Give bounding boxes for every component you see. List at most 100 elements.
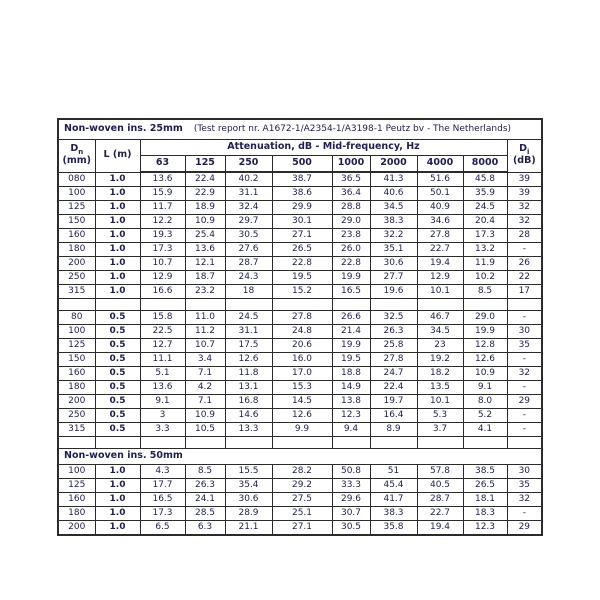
attenuation-value-500: 20.6 [271, 338, 333, 353]
attenuation-value-1000: 12.3 [331, 408, 371, 423]
attenuation-value-8000: 45.8 [462, 171, 508, 187]
attenuation-value-1000: 29.0 [331, 214, 371, 229]
attenuation-value-8000: 9.1 [462, 380, 508, 395]
attenuation-value-63: 13.6 [139, 171, 186, 187]
length-value: 0.5 [94, 366, 141, 381]
freq-header-2000: 2000 [369, 155, 418, 173]
attenuation-value-1000: 18.8 [331, 366, 371, 381]
attenuation-value-500: 28.2 [271, 464, 333, 479]
attenuation-value-125: 28.5 [184, 506, 226, 521]
col-header-length: L (m) [94, 139, 141, 173]
attenuation-value-500: 17.0 [271, 366, 333, 381]
attenuation-value-4000: 10.1 [416, 394, 464, 409]
attenuation-value-500: 19.5 [271, 270, 333, 285]
length-value: 0.5 [94, 422, 141, 437]
table-title-cell: Non-woven ins. 25mm (Test report nr. A167… [57, 118, 543, 140]
attenuation-value-1000: 22.8 [331, 256, 371, 271]
length-value: 1.0 [94, 242, 141, 257]
attenuation-value-1000: 23.8 [331, 228, 371, 243]
attenuation-value-500: 14.5 [271, 394, 333, 409]
dn-value: 180 [57, 380, 96, 395]
attenuation-value-8000: 5.2 [462, 408, 508, 423]
empty-cell [369, 436, 418, 449]
length-value: 1.0 [94, 256, 141, 271]
attenuation-value-4000: 51.6 [416, 171, 464, 187]
attenuation-value-1000: 30.5 [331, 520, 371, 536]
di-value: 29 [506, 394, 543, 409]
empty-cell [462, 436, 508, 449]
length-value: 1.0 [94, 270, 141, 285]
attenuation-value-63: 17.3 [139, 242, 186, 257]
table-title-50mm: Non-woven ins. 50mm [57, 448, 543, 465]
attenuation-value-63: 11.7 [139, 200, 186, 215]
attenuation-value-125: 8.5 [184, 464, 226, 479]
attenuation-value-2000: 38.3 [369, 506, 418, 521]
attenuation-value-1000: 9.4 [331, 422, 371, 437]
attenuation-value-500: 24.8 [271, 324, 333, 339]
length-value: 0.5 [94, 380, 141, 395]
dn-label: D [70, 143, 79, 155]
attenuation-value-500: 16.0 [271, 352, 333, 367]
attenuation-value-4000: 19.4 [416, 520, 464, 536]
table-row: 150 0.5 11.1 3.4 12.6 16.0 19.5 27.8 19.2 12.6- [57, 352, 543, 367]
di-value: 35 [506, 478, 543, 493]
attenuation-value-63: 10.7 [139, 256, 186, 271]
attenuation-value-8000: 20.4 [462, 214, 508, 229]
test-report-reference: (Test report nr. A1672-1/A2354-1/A3198-1… [193, 124, 512, 135]
attenuation-value-63: 16.6 [139, 284, 186, 299]
length-value: 1.0 [94, 200, 141, 215]
table-row: 125 0.5 12.7 10.7 17.5 20.6 19.9 25.8 23 12.8 35 [57, 338, 543, 353]
table-row: 180 1.0 17.3 28.5 28.9 25.1 30.7 38.3 22.7 18.3- [57, 506, 543, 521]
attenuation-value-4000: 18.2 [416, 366, 464, 381]
attenuation-value-500: 26.5 [271, 242, 333, 257]
attenuation-value-125: 6.3 [184, 520, 226, 536]
di-value: - [506, 506, 543, 521]
freq-header-125: 125 [184, 155, 226, 173]
di-value: 30 [506, 464, 543, 479]
dn-value: 150 [57, 214, 96, 229]
freq-header-500: 500 [271, 155, 333, 173]
attenuation-value-500: 27.1 [271, 228, 333, 243]
attenuation-value-8000: 35.9 [462, 186, 508, 201]
length-value: 0.5 [94, 338, 141, 353]
attenuation-value-8000: 12.8 [462, 338, 508, 353]
di-value: 32 [506, 200, 543, 215]
attenuation-value-2000: 8.9 [369, 422, 418, 437]
attenuation-value-8000: 4.1 [462, 422, 508, 437]
table-row: 160 1.0 16.5 24.1 30.6 27.5 29.6 41.7 28.7 18.1 32 [57, 492, 543, 507]
attenuation-value-4000: 28.7 [416, 492, 464, 507]
attenuation-value-2000: 19.6 [369, 284, 418, 299]
dn-unit: (mm) [62, 155, 91, 167]
dn-value: 180 [57, 242, 96, 257]
attenuation-value-250: 21.1 [224, 520, 273, 536]
dn-value: 250 [57, 270, 96, 285]
attenuation-value-125: 13.6 [184, 242, 226, 257]
empty-cell [331, 298, 371, 311]
table-row: 125 1.0 11.7 18.9 32.4 29.9 28.8 34.5 40.9 24.5 32 [57, 200, 543, 215]
di-value: 32 [506, 214, 543, 229]
attenuation-value-250: 17.5 [224, 338, 273, 353]
col-header-attenuation: Attenuation, dB - Mid-frequency, Hz [139, 139, 508, 156]
attenuation-value-125: 26.3 [184, 478, 226, 493]
separator-row [57, 436, 543, 449]
attenuation-value-2000: 22.4 [369, 380, 418, 395]
table-row: 080 1.0 13.6 22.4 40.2 38.7 36.5 41.3 51.6 45.8 39 [57, 171, 543, 187]
di-value: 32 [506, 366, 543, 381]
attenuation-value-2000: 25.8 [369, 338, 418, 353]
attenuation-value-250: 18 [224, 284, 273, 299]
table-row: 315 1.0 16.6 23.2 18 15.2 16.5 19.6 10.1 8.5 17 [57, 284, 543, 299]
attenuation-value-500: 38.7 [271, 171, 333, 187]
attenuation-value-8000: 24.5 [462, 200, 508, 215]
empty-cell [331, 436, 371, 449]
dn-value: 100 [57, 186, 96, 201]
di-value: 29 [506, 520, 543, 536]
attenuation-value-1000: 13.8 [331, 394, 371, 409]
dn-value: 125 [57, 200, 96, 215]
length-value: 1.0 [94, 228, 141, 243]
attenuation-value-8000: 10.2 [462, 270, 508, 285]
attenuation-value-125: 22.9 [184, 186, 226, 201]
attenuation-value-8000: 8.5 [462, 284, 508, 299]
attenuation-value-250: 16.8 [224, 394, 273, 409]
attenuation-value-8000: 18.3 [462, 506, 508, 521]
attenuation-value-2000: 32.2 [369, 228, 418, 243]
